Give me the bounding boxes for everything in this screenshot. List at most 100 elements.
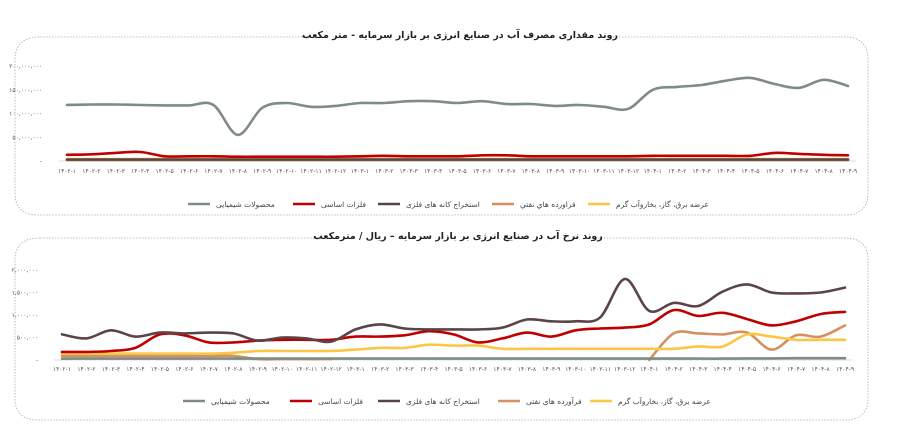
x-tick-label: ۱۴۰۳-۵	[444, 366, 462, 373]
y-tick-label: ۲,۰۰۰,۰۰۰	[12, 267, 38, 274]
x-tick-label: ۱۴۰۲-۴	[131, 168, 149, 175]
chart-2-title: روند نرخ آب در صنایع انرژی بر بازار سرما…	[313, 229, 603, 242]
series-line	[65, 150, 850, 159]
x-tick-label: ۱۴۰۳-۷	[493, 366, 512, 373]
x-tick-label: ۱۴۰۲-۱	[58, 168, 76, 175]
x-tick-label: ۱۴۰۳-۷	[497, 168, 516, 175]
x-tick-label: ۱۴۰۲-۳	[107, 168, 126, 175]
y-tick-label: ۱,۵۰۰,۰۰۰	[12, 290, 38, 297]
chart-2-plot: - ۵۰۰,۰۰۰ ۱,۰۰۰,۰۰۰ ۱,۵۰۰,۰۰۰ ۲,۰۰۰,۰۰۰ ۱۴۰۲-…	[12, 267, 855, 406]
x-tick-label: ۱۴۰۴-۱	[640, 366, 658, 373]
series-line	[60, 277, 847, 344]
y-tick-label: ۲۰۰,۰۰۰,۰۰۰	[9, 63, 42, 70]
chart-2-frame	[14, 237, 869, 421]
legend-label: فراورده هاي نفتي	[520, 200, 576, 209]
x-tick-label: ۱۴۰۳-۱۲	[618, 168, 640, 175]
x-tick-label: ۱۴۰۲-۷	[204, 168, 223, 175]
legend-label: استخراج کانه های فلزی	[406, 397, 480, 406]
chart-1-panel: روند مقداری مصرف آب در صنایع انرژی بر با…	[9, 27, 869, 216]
x-tick-label: ۱۴۰۳-۱۱	[593, 168, 615, 175]
x-tick-label: ۱۴۰۲-۸	[229, 168, 248, 175]
y-tick-label: ۱,۰۰۰,۰۰۰	[12, 312, 38, 319]
legend-label: استخراج کانه های فلزی	[406, 200, 480, 209]
x-tick-label: ۱۴۰۴-۵	[741, 168, 759, 175]
x-tick-label: ۱۴۰۳-۱۲	[614, 366, 636, 373]
x-tick-label: ۱۴۰۳-۲	[375, 168, 393, 175]
series-line	[65, 76, 850, 137]
y-tick-label: -	[40, 158, 42, 165]
x-tick-label: ۱۴۰۴-۵	[738, 366, 756, 373]
x-tick-label: ۱۴۰۲-۷	[200, 366, 219, 373]
x-tick-label: ۱۴۰۲-۳	[102, 366, 121, 373]
x-tick-label: ۱۴۰۳-۶	[469, 366, 487, 373]
y-tick-label: ۱۵۰,۰۰۰,۰۰۰	[9, 87, 42, 94]
x-tick-label: ۱۴۰۴-۲	[665, 366, 683, 373]
x-tick-label: ۱۴۰۴-۹	[839, 168, 857, 175]
x-tick-label: ۱۴۰۲-۱۰	[271, 366, 293, 373]
x-tick-label: ۱۴۰۴-۹	[836, 366, 854, 373]
x-tick-label: ۱۴۰۴-۳	[692, 168, 711, 175]
x-tick-label: ۱۴۰۳-۱	[346, 366, 364, 373]
x-tick-label: ۱۴۰۲-۱۰	[276, 168, 298, 175]
x-tick-label: ۱۴۰۴-۲	[668, 168, 686, 175]
x-tick-label: ۱۴۰۴-۱	[644, 168, 662, 175]
x-tick-label: ۱۴۰۳-۸	[522, 168, 541, 175]
y-tick-label: ۱۰۰,۰۰۰,۰۰۰	[9, 111, 42, 118]
x-tick-label: ۱۴۰۲-۱۲	[325, 168, 347, 175]
x-tick-label: ۱۴۰۳-۹	[546, 168, 564, 175]
y-tick-label: ۵۰,۰۰۰,۰۰۰	[12, 134, 42, 141]
series-line	[647, 324, 847, 362]
x-tick-label: ۱۴۰۲-۸	[224, 366, 243, 373]
x-tick-label: ۱۴۰۳-۳	[395, 366, 414, 373]
x-tick-label: ۱۴۰۲-۱۱	[296, 366, 318, 373]
x-tick-label: ۱۴۰۲-۱	[53, 366, 71, 373]
x-tick-label: ۱۴۰۲-۹	[249, 366, 267, 373]
x-tick-label: ۱۴۰۳-۳	[400, 168, 419, 175]
x-tick-label: ۱۴۰۳-۹	[542, 366, 560, 373]
x-tick-label: ۱۴۰۳-۱۰	[569, 168, 591, 175]
x-tick-label: ۱۴۰۳-۱۱	[590, 366, 612, 373]
x-tick-label: ۱۴۰۲-۱۱	[300, 168, 322, 175]
x-tick-label: ۱۴۰۳-۴	[420, 366, 438, 373]
x-tick-label: ۱۴۰۳-۲	[371, 366, 389, 373]
x-tick-label: ۱۴۰۲-۵	[151, 366, 169, 373]
legend-label: محصولات شیمیایی	[211, 397, 270, 406]
x-tick-label: ۱۴۰۲-۲	[77, 366, 95, 373]
chart-2-panel: روند نرخ آب در صنایع انرژی بر بازار سرما…	[12, 228, 869, 421]
x-tick-label: ۱۴۰۲-۶	[180, 168, 198, 175]
x-tick-label: ۱۴۰۲-۴	[126, 366, 144, 373]
x-tick-label: ۱۴۰۴-۴	[714, 366, 732, 373]
x-tick-label: ۱۴۰۳-۱۰	[565, 366, 587, 373]
legend-label: عرضه برق، گاز، بخاروآب گرم	[618, 396, 711, 406]
x-tick-label: ۱۴۰۴-۸	[811, 366, 830, 373]
legend-label: عرضه برق، گاز، بخاروآب گرم	[616, 199, 709, 209]
legend-label: فلزات اساسی	[318, 397, 363, 406]
x-tick-label: ۱۴۰۴-۸	[814, 168, 833, 175]
chart-1-title: روند مقداری مصرف آب در صنایع انرژی بر با…	[302, 28, 618, 41]
chart-1-frame	[14, 36, 869, 216]
legend-label: فلزات اساسی	[321, 200, 366, 209]
x-tick-label: ۱۴۰۲-۵	[155, 168, 173, 175]
legend-label: محصولات شیمیایی	[216, 200, 275, 209]
x-tick-label: ۱۴۰۴-۷	[787, 366, 806, 373]
series-line	[60, 332, 847, 356]
x-tick-label: ۱۴۰۲-۶	[175, 366, 193, 373]
x-tick-label: ۱۴۰۳-۱	[351, 168, 369, 175]
x-tick-label: ۱۴۰۴-۳	[689, 366, 708, 373]
x-tick-label: ۱۴۰۲-۲	[82, 168, 100, 175]
x-tick-label: ۱۴۰۳-۶	[473, 168, 491, 175]
x-tick-label: ۱۴۰۲-۱۲	[320, 366, 342, 373]
series-line	[60, 308, 847, 354]
chart-1-plot: - ۵۰,۰۰۰,۰۰۰ ۱۰۰,۰۰۰,۰۰۰ ۱۵۰,۰۰۰,۰۰۰ ۲۰۰,۰۰۰…	[9, 63, 857, 209]
y-tick-label: ۵۰۰,۰۰۰	[17, 335, 38, 342]
legend-label: فرآورده های نفتی	[526, 396, 582, 406]
x-tick-label: ۱۴۰۲-۹	[253, 168, 271, 175]
x-tick-label: ۱۴۰۳-۴	[424, 168, 442, 175]
x-tick-label: ۱۴۰۴-۶	[766, 168, 784, 175]
x-tick-label: ۱۴۰۴-۷	[790, 168, 809, 175]
x-tick-label: ۱۴۰۴-۶	[762, 366, 780, 373]
x-tick-label: ۱۴۰۴-۴	[717, 168, 735, 175]
x-tick-label: ۱۴۰۳-۸	[518, 366, 537, 373]
x-tick-label: ۱۴۰۳-۵	[448, 168, 466, 175]
